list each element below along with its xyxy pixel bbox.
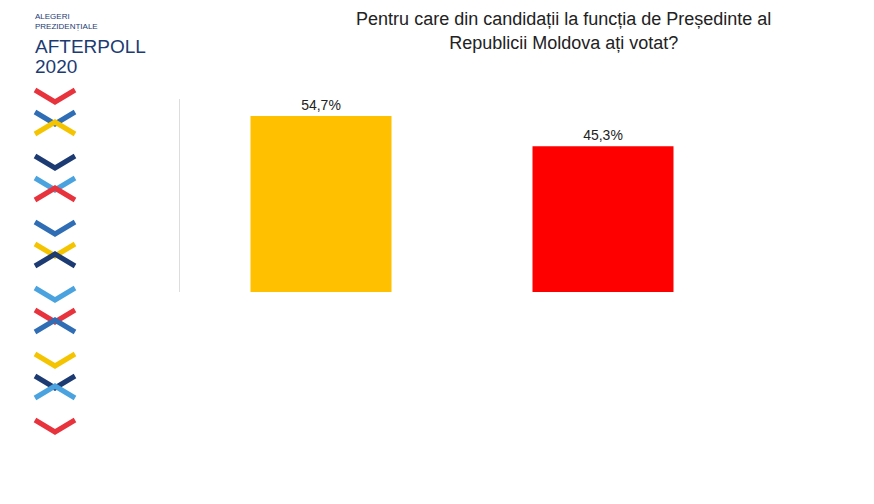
svg-text:54,7%: 54,7% [301,97,341,113]
svg-text:45,3%: 45,3% [583,127,623,143]
svg-text:AFTERPOLL: AFTERPOLL [35,36,146,57]
svg-text:2020: 2020 [35,56,77,77]
svg-text:ALEGERIPREZIDENȚIALE: ALEGERIPREZIDENȚIALE [35,12,98,31]
svg-text:Pentru care din candidații la: Pentru care din candidații la funcția de… [356,9,771,52]
